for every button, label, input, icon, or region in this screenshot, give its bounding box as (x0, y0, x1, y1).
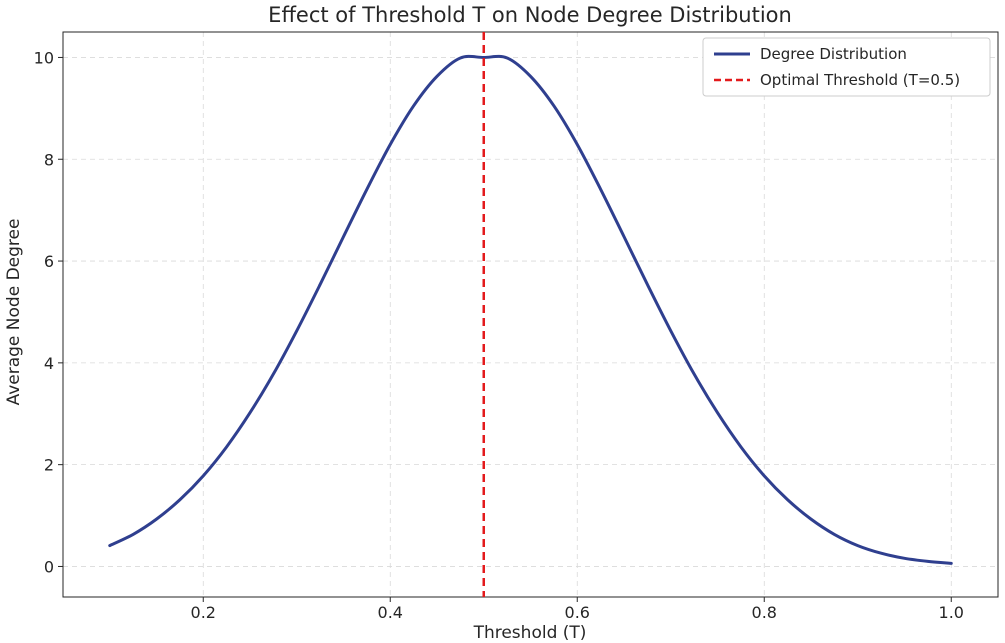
y-axis-ticks: 0 2 4 6 8 10 (34, 48, 63, 576)
axes-frame (62, 31, 999, 598)
plot-area-border (62, 31, 999, 598)
x-axis-label: Threshold (T) (473, 623, 587, 643)
legend-label-optimal-threshold: Optimal Threshold (T=0.5) (760, 71, 960, 89)
grid-layer (63, 32, 998, 597)
legend: Degree Distribution Optimal Threshold (T… (702, 37, 991, 97)
series-line-degree-distribution (108, 54, 953, 565)
y-tick-label: 4 (44, 354, 54, 373)
y-tick-label: 10 (34, 48, 54, 67)
y-tick-label: 6 (44, 252, 54, 271)
x-tick-label: 0.8 (752, 603, 777, 622)
y-tick-label: 8 (44, 150, 54, 169)
x-axis-ticks: 0.2 0.4 0.6 0.8 1.0 (191, 597, 964, 622)
x-tick-label: 0.2 (191, 603, 216, 622)
x-tick-label: 0.6 (565, 603, 590, 622)
chart-title: Effect of Threshold T on Node Degree Dis… (268, 3, 792, 27)
y-tick-label: 0 (44, 557, 54, 576)
y-axis-label: Average Node Degree (4, 219, 24, 406)
x-tick-label: 0.4 (378, 603, 403, 622)
y-tick-label: 2 (44, 456, 54, 475)
series-layer (108, 32, 953, 597)
legend-label-degree-distribution: Degree Distribution (760, 45, 907, 63)
legend-box (702, 37, 991, 97)
x-tick-label: 1.0 (939, 603, 964, 622)
